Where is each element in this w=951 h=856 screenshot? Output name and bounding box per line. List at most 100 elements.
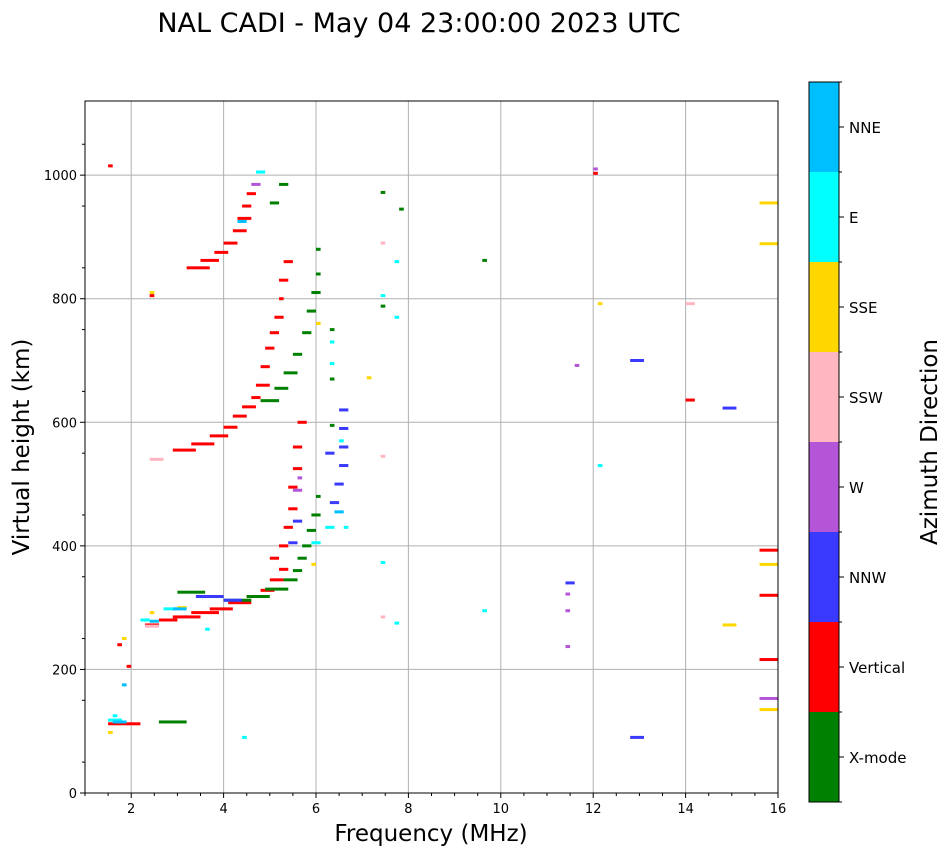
echo-trace-x-mode (316, 494, 321, 498)
echo-trace-w (565, 645, 571, 649)
echo-trace-w (297, 476, 303, 480)
echo-trace-e (140, 618, 150, 622)
echo-trace-x-mode (482, 258, 487, 262)
gridlines (85, 101, 779, 794)
echo-trace-vertical (269, 331, 280, 335)
y-tick-label: 800 (52, 293, 77, 308)
echo-trace-e (255, 170, 266, 174)
echo-trace-e (329, 340, 335, 344)
echo-trace-e (343, 525, 349, 529)
echo-trace-nnw (292, 519, 303, 523)
echo-trace-nnw (223, 598, 243, 602)
echo-trace-w (593, 167, 598, 171)
echo-trace-nnw (339, 426, 349, 430)
x-tick-label: 16 (770, 802, 787, 817)
colorbar-swatch-x-mode (809, 712, 839, 802)
echo-trace-vertical (232, 229, 247, 233)
colorbar-label: NNW (849, 569, 886, 587)
echo-trace-nne (334, 510, 344, 514)
echo-trace-vertical (269, 578, 284, 582)
echo-trace-e (394, 315, 400, 319)
echo-trace-ssw (380, 241, 386, 245)
data-marks (108, 164, 778, 739)
echo-trace-e (108, 718, 122, 722)
echo-trace-vertical (759, 548, 778, 552)
echo-trace-x-mode (274, 386, 289, 390)
echo-trace-x-mode (302, 331, 312, 335)
echo-trace-x-mode (316, 272, 321, 276)
echo-trace-e (242, 735, 247, 739)
echo-trace-vertical (279, 567, 289, 571)
x-tick-label: 4 (219, 802, 227, 817)
x-tick-label: 6 (312, 802, 320, 817)
y-tick-label: 0 (69, 787, 77, 802)
echo-trace-x-mode (380, 190, 386, 194)
echo-trace-vertical (297, 420, 307, 424)
echo-trace-x-mode (329, 377, 335, 381)
x-tick-label: 8 (404, 802, 412, 817)
echo-trace-w (565, 609, 571, 613)
echo-trace-x-mode (269, 201, 280, 205)
echo-trace-vertical (158, 618, 178, 622)
echo-trace-x-mode (302, 544, 312, 548)
echo-trace-x-mode (177, 590, 206, 594)
echo-trace-nnw (339, 408, 349, 412)
echo-trace-x-mode (283, 371, 298, 375)
colorbar-label: SSW (849, 389, 883, 407)
echo-trace-vertical (759, 658, 778, 662)
echo-trace-vertical (191, 611, 219, 615)
echo-trace-vertical (292, 445, 303, 449)
echo-trace-sse (149, 611, 155, 615)
echo-trace-x-mode (297, 556, 307, 560)
colorbar-label: W (849, 479, 864, 497)
colorbar-swatch-nnw (809, 532, 839, 622)
echo-trace-vertical (283, 260, 293, 264)
echo-trace-vertical (228, 601, 252, 605)
echo-trace-x-mode (329, 423, 335, 427)
echo-trace-x-mode (329, 328, 335, 332)
echo-trace-vertical (759, 593, 778, 597)
echo-trace-sse (316, 321, 321, 325)
echo-trace-ssw (149, 457, 164, 461)
echo-trace-sse (366, 376, 372, 380)
echo-trace-vertical (274, 315, 284, 319)
echo-trace-x-mode (246, 595, 270, 599)
x-tick-label: 14 (677, 802, 694, 817)
echo-trace-ssw (380, 615, 386, 619)
echo-trace-vertical (279, 278, 289, 282)
y-tick-label: 1000 (44, 169, 77, 184)
echo-trace-vertical (593, 171, 598, 175)
echo-trace-ssw (380, 454, 386, 458)
echo-trace-e (394, 621, 400, 625)
colorbar-label: E (849, 209, 858, 227)
colorbar-frame (808, 81, 840, 803)
echo-trace-x-mode (316, 247, 321, 251)
echo-trace-e (339, 439, 344, 443)
echo-trace-vertical (209, 434, 229, 438)
echo-trace-vertical (149, 294, 155, 298)
echo-trace-x-mode (306, 309, 316, 313)
echo-trace-e (380, 294, 386, 298)
x-tick-label: 10 (493, 802, 510, 817)
echo-trace-vertical (279, 297, 284, 301)
echo-trace-e (394, 260, 400, 264)
echo-trace-nnw (565, 581, 575, 585)
colorbar-swatch-w (809, 442, 839, 532)
echo-trace-x-mode (279, 182, 289, 186)
echo-trace-vertical (260, 365, 270, 369)
echo-trace-nnw (722, 406, 737, 410)
echo-trace-ssw (685, 302, 695, 306)
echo-trace-nne (121, 683, 127, 687)
echo-trace-e (482, 609, 487, 613)
x-tick-label: 12 (585, 802, 602, 817)
axis-ticks: 2 4 6 8 10 12 14 16 0 200 400 600 800 1000 (44, 143, 787, 817)
echo-trace-x-mode (292, 352, 303, 356)
echo-trace-sse (121, 637, 127, 641)
echo-trace-sse (759, 242, 778, 246)
echo-trace-nnw (630, 735, 645, 739)
echo-trace-x-mode (265, 587, 289, 591)
echo-trace-vertical (223, 241, 238, 245)
echo-trace-vertical (117, 643, 122, 647)
x-axis-label: Frequency (MHz) (334, 821, 527, 847)
y-tick-label: 400 (52, 540, 77, 555)
